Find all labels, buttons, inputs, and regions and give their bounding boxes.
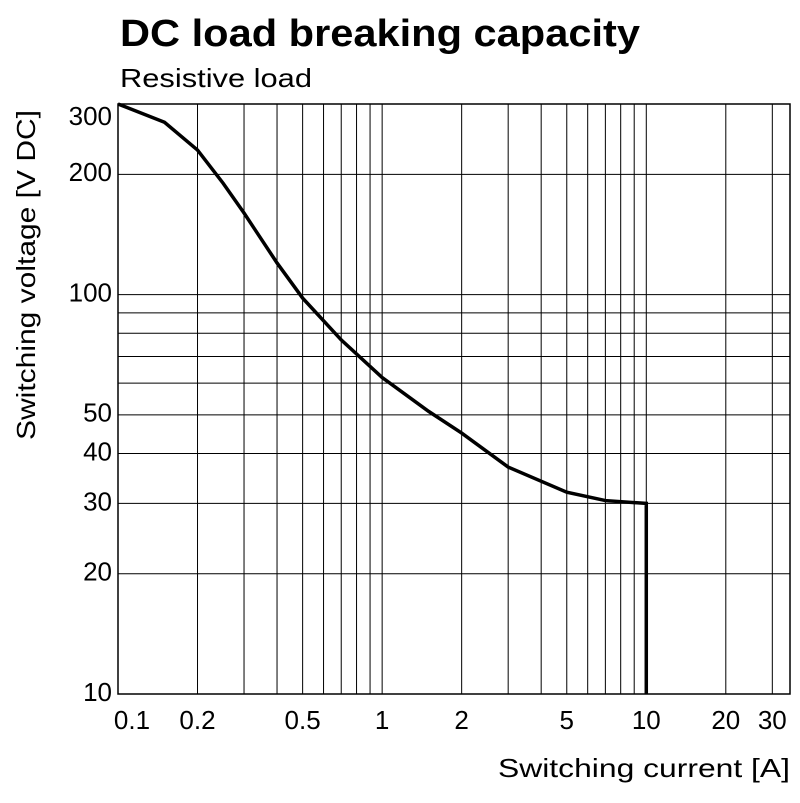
chart-subtitle: Resistive load [120,63,312,93]
x-tick-label: 0.5 [285,705,321,735]
x-tick-label: 5 [560,705,574,735]
chart-title: DC load breaking capacity [120,13,640,55]
y-tick-label: 20 [83,557,112,587]
curve [117,102,649,694]
y-axis-label: Switching voltage [V DC] [11,110,41,440]
plot-frame [117,103,791,695]
y-tick-label: 100 [69,277,112,307]
y-tick-label: 200 [69,157,112,187]
x-tick-label: 20 [711,705,740,735]
y-tick-label: 10 [83,677,112,707]
x-tick-label: 30 [758,705,787,735]
x-tick-label: 10 [632,705,661,735]
x-tick-label: 0.2 [179,705,215,735]
y-tick-label: 300 [69,101,112,131]
x-tick-label: 1 [375,705,389,735]
x-axis-label: Switching current [A] [498,753,790,783]
y-tick-label: 40 [83,436,112,466]
y-tick-label: 50 [83,398,112,428]
x-tick-label: 0.1 [114,705,150,735]
y-tick-label: 30 [83,486,112,516]
x-tick-label: 2 [454,705,468,735]
